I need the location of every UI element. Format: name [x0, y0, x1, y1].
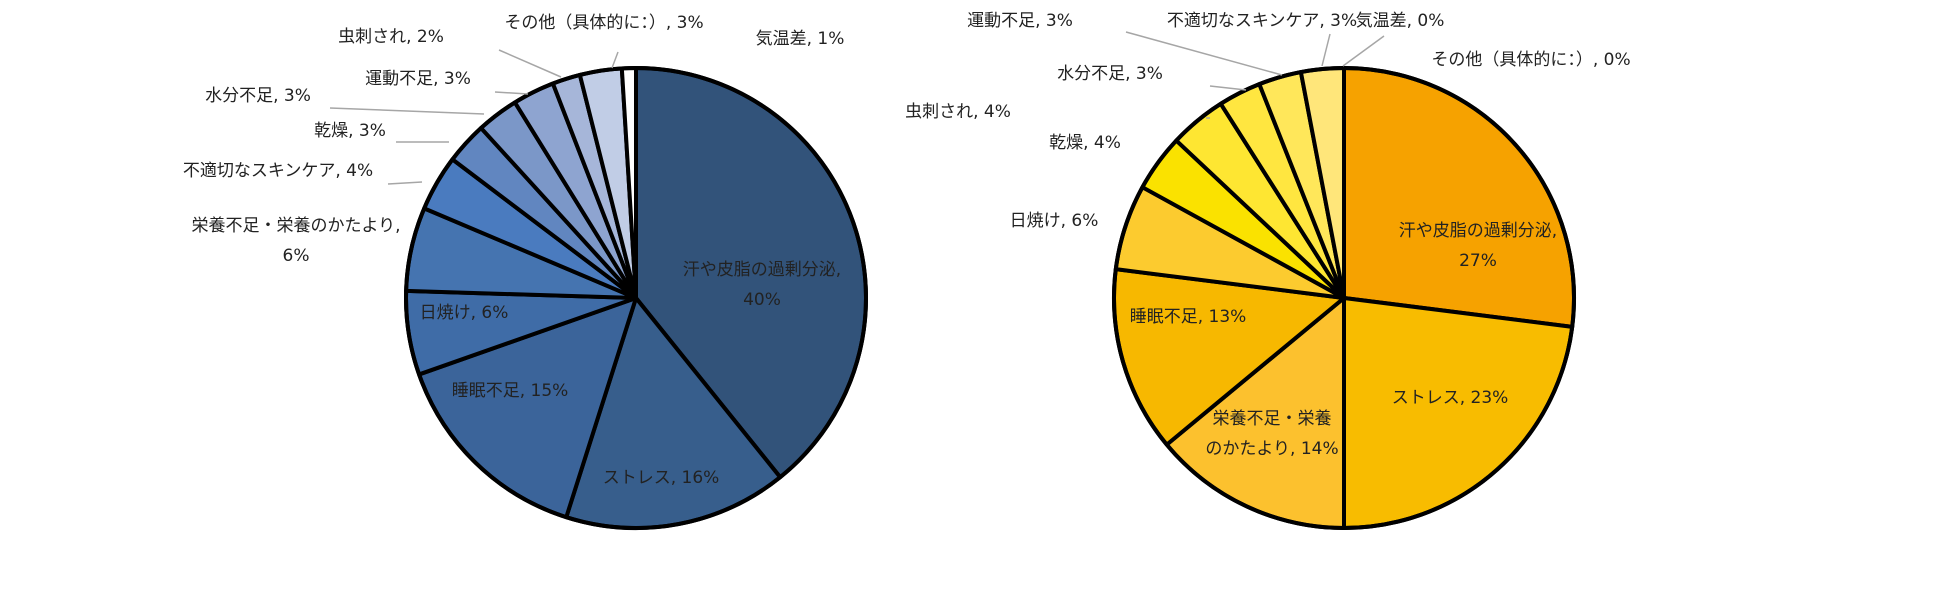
data-label: 運動不足, 3%: [365, 69, 471, 89]
data-label: 栄養不足・栄養のかたより, 6%: [191, 216, 400, 266]
data-label: ストレス, 23%: [1392, 388, 1509, 408]
pie-chart-2: 汗や皮脂の過剰分泌, 27% ストレス, 23% 栄養不足・栄養のかたより, 14% 睡…: [905, 11, 1631, 530]
pie-outline: [404, 66, 868, 530]
data-label: 不適切なスキンケア, 4%: [183, 161, 373, 181]
data-label: その他（具体的に：）, 0%: [1431, 50, 1630, 70]
data-label: ストレス, 16%: [603, 468, 720, 488]
data-label: 気温差, 1%: [756, 29, 845, 49]
leader-line: [1342, 35, 1385, 67]
data-label: 虫刺され, 4%: [905, 102, 1011, 122]
data-label: 睡眠不足, 13%: [1130, 307, 1247, 327]
pie-slice: [1342, 66, 1576, 329]
data-label: 睡眠不足, 15%: [452, 381, 569, 401]
leader-line: [498, 49, 562, 78]
pie-slice: [1342, 296, 1575, 530]
data-label: 運動不足, 3%: [967, 11, 1073, 31]
data-label: その他（具体的に：）, 3%: [504, 13, 703, 33]
data-label: 虫刺され, 2%: [338, 27, 444, 47]
leader-line: [1321, 33, 1331, 67]
data-label: 日焼け, 6%: [1010, 211, 1099, 231]
leader-line: [1125, 31, 1283, 76]
pie-outline: [1112, 66, 1576, 530]
data-label: 日焼け, 6%: [420, 303, 509, 323]
leader-line: [1209, 85, 1247, 91]
data-label: 汗や皮脂の過剰分泌, 40%: [683, 260, 841, 310]
data-label: 乾燥, 4%: [1049, 133, 1121, 153]
data-label: 水分不足, 3%: [205, 86, 311, 106]
data-label: 不適切なスキンケア, 3%: [1167, 11, 1357, 31]
data-label: 栄養不足・栄養のかたより, 14%: [1205, 409, 1338, 459]
data-label: 水分不足, 3%: [1057, 64, 1163, 84]
leader-line: [387, 181, 423, 185]
leader-line: [329, 107, 485, 115]
data-label: 汗や皮脂の過剰分泌, 27%: [1399, 221, 1557, 271]
data-label: 気温差, 0%: [1356, 11, 1445, 31]
pie-chart-1: 汗や皮脂の過剰分泌, 40% ストレス, 16% 睡眠不足, 15% 日焼け, 6% 栄養…: [183, 13, 868, 530]
leader-line: [611, 51, 619, 69]
data-label: 乾燥, 3%: [314, 121, 386, 141]
leader-line: [494, 91, 529, 95]
